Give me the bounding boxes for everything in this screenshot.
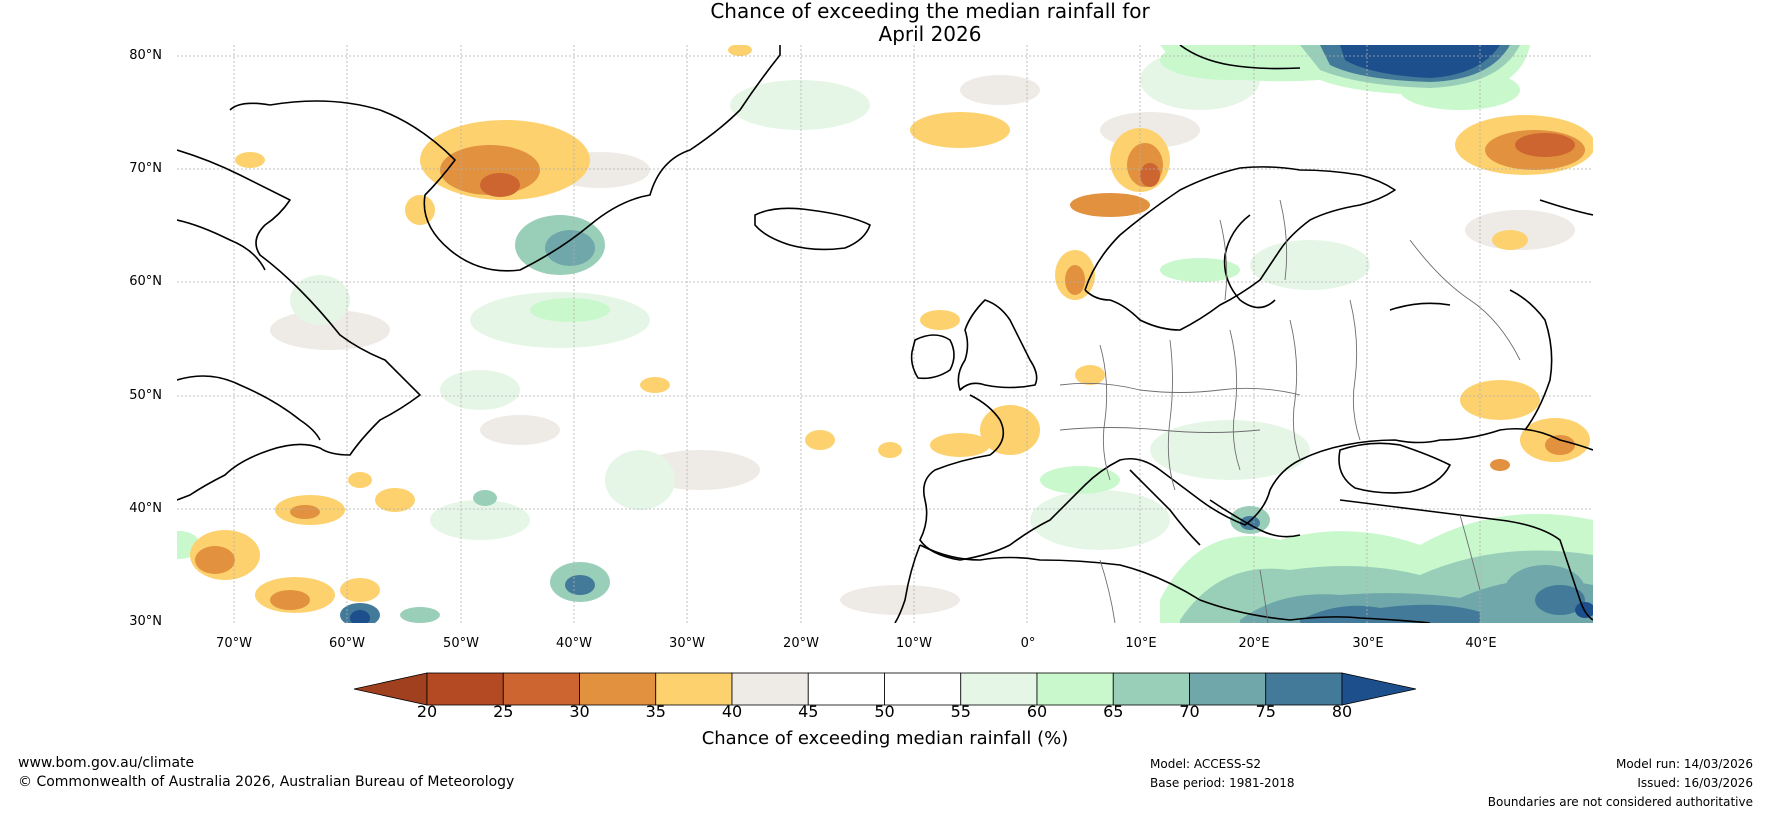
colorbar-tick-label: 70 [1179,702,1200,721]
scandinavia-coast [1084,166,1396,331]
footer-model-run: Model run: 14/03/2026 [1615,757,1753,771]
colorbar-segment [426,672,504,706]
colorbar-segment [579,672,657,706]
colorbar-segment [502,672,580,706]
colorbar-segment [1189,672,1267,706]
colorbar-tick-label: 60 [1026,702,1048,721]
graticule [177,45,1593,623]
map-area [177,45,1593,623]
colorbar-tick-label: 40 [721,702,743,721]
lat-label-60n: 60°N [129,274,162,289]
lon-label-20w: 20°W [783,636,819,651]
lon-label-30w: 30°W [669,636,705,651]
colorbar-segment [1036,672,1114,706]
footer-model: Model: ACCESS-S2 [1150,757,1262,771]
colorbar-segment [731,672,809,706]
colorbar-tick-label: 55 [950,702,971,721]
colorbar-segment [1265,672,1343,706]
colorbar-segment [884,672,962,706]
canada-coast [177,149,421,501]
colorbar-segment [960,672,1038,706]
footer-issued: Issued: 16/03/2026 [1637,776,1753,790]
map-background [177,45,1593,623]
colorbar-tick-label: 80 [1331,702,1353,721]
lat-label-50n: 50°N [129,388,162,403]
colorbar-tick-label: 25 [493,702,514,721]
colorbar-tick-label: 50 [874,702,895,721]
colorbar-tick-label: 65 [1103,702,1124,721]
colorbar-tick-label: 75 [1255,702,1276,721]
lon-label-60w: 60°W [329,636,365,651]
iceland-coast [754,207,871,251]
map-title: Chance of exceeding the median rainfall … [0,0,1770,46]
black-sea-coast [1338,442,1451,494]
colorbar-extend-high [1341,672,1417,706]
footer-disclaimer: Boundaries are not considered authoritat… [1487,795,1753,809]
lon-label-0: 0° [1020,636,1036,651]
colorbar-tick-label: 20 [416,702,438,721]
lon-label-10e: 10°E [1125,636,1157,651]
lon-label-70w: 70°W [216,636,252,651]
lon-label-50w: 50°W [443,636,479,651]
map-title-line1: Chance of exceeding the median rainfall … [710,0,1150,23]
lat-label-80n: 80°N [129,48,162,63]
footer-base-period: Base period: 1981-2018 [1150,776,1295,790]
greenland-coast [229,45,781,272]
colorbar-tick-label: 45 [798,702,819,721]
colorbar-segment [655,672,733,706]
colorbar [353,672,1417,706]
africa-coast [919,544,1431,623]
ireland-coast [910,334,955,380]
lat-label-70n: 70°N [129,161,162,176]
lon-label-10w: 10°W [896,636,932,651]
colorbar-title: Chance of exceeding median rainfall (%) [701,728,1069,749]
lat-label-40n: 40°N [129,501,162,516]
country-borders [1059,199,1521,623]
colorbar-segments [353,672,1417,706]
lon-label-20e: 20°E [1238,636,1270,651]
lon-label-30e: 30°E [1352,636,1384,651]
footer-website: www.bom.gov.au/climate [18,755,195,771]
colorbar-segment [1112,672,1190,706]
colorbar-extend-low [353,672,428,706]
coastlines [177,45,1593,623]
lat-label-30n: 30°N [129,614,162,629]
lon-label-40e: 40°E [1465,636,1497,651]
footer-copyright: © Commonwealth of Australia 2026, Austra… [18,774,515,790]
colorbar-segment [807,672,885,706]
lon-label-40w: 40°W [556,636,592,651]
colorbar-tick-label: 35 [645,702,666,721]
map-title-line2: April 2026 [878,22,982,46]
colorbar-tick-label: 30 [569,702,590,721]
europe-coast [919,394,1593,561]
great-britain-coast [957,299,1038,391]
